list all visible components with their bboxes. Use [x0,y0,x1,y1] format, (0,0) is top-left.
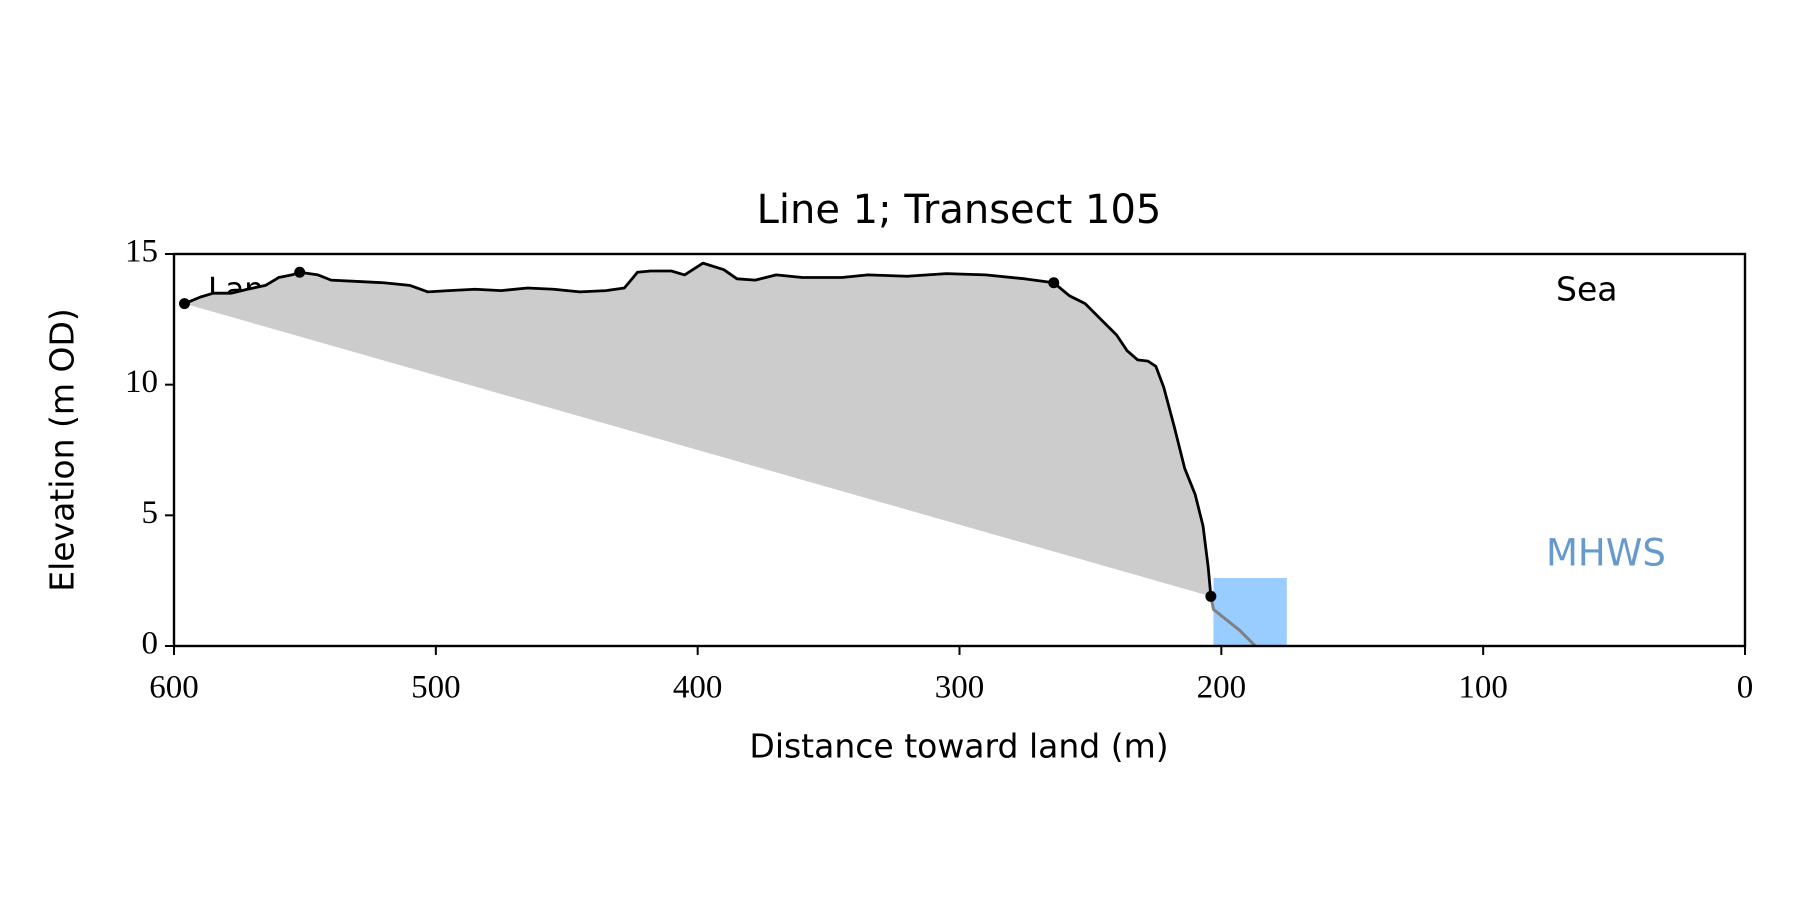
x-tick-label: 300 [935,670,985,706]
y-tick-label: 10 [125,364,158,400]
profile-marker [178,298,190,310]
y-tick-label: 15 [125,234,158,270]
lower-profile-line [1209,596,1257,648]
profile-line [183,261,1213,597]
chart-title: Line 1; Transect 105 [757,187,1162,233]
x-tick-label: 500 [411,670,461,706]
cliff-area [184,263,1211,597]
x-axis-label: Distance toward land (m) [749,727,1168,766]
x-tick-label: 600 [149,670,199,706]
x-tick-label: 400 [673,670,723,706]
sea-label: Sea [1556,270,1617,309]
x-tick-label: 100 [1458,670,1508,706]
x-tick-label: 0 [1737,670,1754,706]
y-axis-label: Elevation (m OD) [43,308,82,592]
mhws-label: MHWS [1546,532,1666,575]
profile-marker [1048,277,1060,289]
profile-marker [1205,590,1217,602]
y-tick-label: 0 [142,626,159,662]
y-tick-label: 5 [142,495,159,531]
mhws-band [1213,578,1287,646]
x-tick-label: 200 [1197,670,1247,706]
profile-marker [294,266,306,278]
